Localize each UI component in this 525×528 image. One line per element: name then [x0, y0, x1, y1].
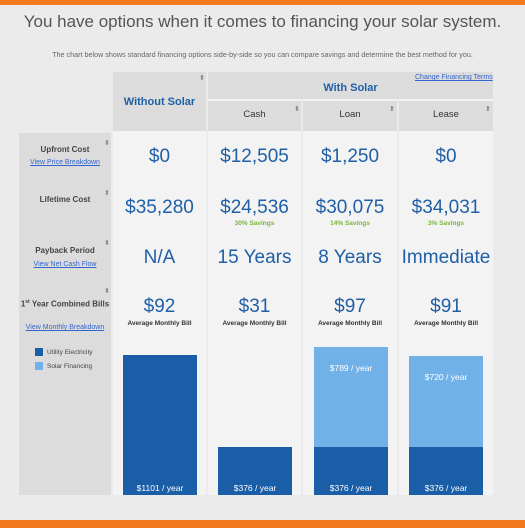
- bottom-accent-bar: [0, 520, 525, 528]
- monthly-bill-value: $31: [238, 296, 271, 317]
- bar-utility-cash: $376 / year: [218, 447, 292, 495]
- lifetime-value: $24,536: [220, 197, 289, 218]
- change-financing-terms-link[interactable]: Change Financing Terms: [415, 74, 493, 81]
- sort-icon[interactable]: ⬍: [104, 140, 110, 147]
- legend-utility-label: Utility Electricity: [47, 349, 93, 356]
- upfront-value: $0: [148, 146, 171, 167]
- legend-solar-label: Solar Financing: [47, 363, 93, 370]
- monthly-bill-value: $91: [430, 296, 462, 317]
- sort-icon[interactable]: ⬍: [389, 106, 395, 113]
- lease-label: Lease: [433, 109, 459, 120]
- avg-monthly-bill-caption: Average Monthly Bill: [317, 320, 383, 327]
- bar-value-label: $376 / year: [329, 482, 373, 493]
- header-lease: [399, 101, 493, 131]
- legend-solar-swatch: [35, 362, 43, 370]
- header-without-solar: [113, 72, 206, 131]
- bar-utility-without-solar: $1101 / year: [123, 355, 197, 495]
- loan-label: Loan: [339, 109, 361, 120]
- bar-value-label: $789 / year: [329, 363, 373, 373]
- first-year-suffix: st: [25, 299, 30, 305]
- sort-icon[interactable]: ⬍: [104, 240, 110, 247]
- upfront-value: $1,250: [320, 146, 380, 167]
- view-monthly-breakdown-link[interactable]: View Monthly Breakdown: [25, 324, 105, 331]
- lifetime-value: $35,280: [125, 197, 194, 218]
- header-with-solar: [208, 72, 493, 99]
- cash-label: Cash: [243, 109, 266, 120]
- payback-value: N/A: [143, 247, 176, 268]
- avg-monthly-bill-caption: Average Monthly Bill: [413, 320, 479, 327]
- savings-label: 3% Savings: [427, 220, 465, 227]
- top-accent-bar: [0, 0, 525, 5]
- view-net-cash-flow-link[interactable]: View Net Cash Flow: [33, 261, 97, 268]
- first-year-bills-label: 1st Year Combined Bills: [19, 297, 111, 310]
- header-cash: [208, 101, 301, 131]
- payback-period-label: Payback Period: [35, 246, 95, 255]
- avg-monthly-bill-caption: Average Monthly Bill: [222, 320, 287, 327]
- savings-label: 14% Savings: [330, 220, 370, 227]
- bar-utility-loan: $376 / year: [314, 447, 388, 495]
- bar-value-label: $1101 / year: [136, 482, 184, 493]
- sort-icon[interactable]: ⬍: [104, 288, 110, 295]
- view-price-breakdown-link[interactable]: View Price Breakdown: [30, 159, 100, 166]
- avg-monthly-bill-caption: Average Monthly Bill: [127, 320, 192, 327]
- legend-utility-swatch: [35, 348, 43, 356]
- bar-solar-lease: $720 / year: [409, 355, 483, 448]
- payback-value: 15 Years: [217, 247, 292, 268]
- first-year-text: Year Combined Bills: [29, 299, 110, 309]
- page-subtitle: The chart below shows standard financing…: [52, 50, 473, 59]
- header-loan: [303, 101, 397, 131]
- payback-value: Immediate: [401, 247, 491, 268]
- page-title: You have options when it comes to financ…: [23, 12, 502, 31]
- monthly-bill-value: $92: [143, 296, 176, 317]
- bar-value-label: $376 / year: [233, 482, 277, 493]
- sort-icon[interactable]: ⬍: [199, 75, 205, 82]
- sort-icon[interactable]: ⬍: [104, 190, 110, 197]
- without-solar-label: Without Solar: [123, 96, 196, 108]
- lifetime-value: $34,031: [411, 197, 481, 218]
- bar-value-label: $720 / year: [424, 371, 468, 382]
- upfront-value: $0: [435, 146, 457, 167]
- with-solar-label: With Solar: [323, 82, 378, 94]
- lifetime-cost-label: Lifetime Cost: [39, 195, 91, 204]
- upfront-value: $12,505: [220, 146, 289, 167]
- savings-label: 30% Savings: [234, 220, 275, 227]
- monthly-bill-value: $97: [334, 296, 366, 317]
- bar-value-label: $376 / year: [424, 482, 468, 493]
- lifetime-value: $30,075: [315, 197, 385, 218]
- first-year-num: 1: [20, 299, 26, 309]
- upfront-cost-label: Upfront Cost: [40, 145, 90, 154]
- row-labels-column: [19, 133, 111, 495]
- sort-icon[interactable]: ⬍: [294, 106, 300, 113]
- payback-value: 8 Years: [318, 247, 382, 268]
- sort-icon[interactable]: ⬍: [485, 106, 491, 113]
- column-cash: [208, 72, 301, 495]
- bar-utility-lease: $376 / year: [409, 447, 483, 495]
- bar-solar-loan: $789 / year: [314, 347, 388, 448]
